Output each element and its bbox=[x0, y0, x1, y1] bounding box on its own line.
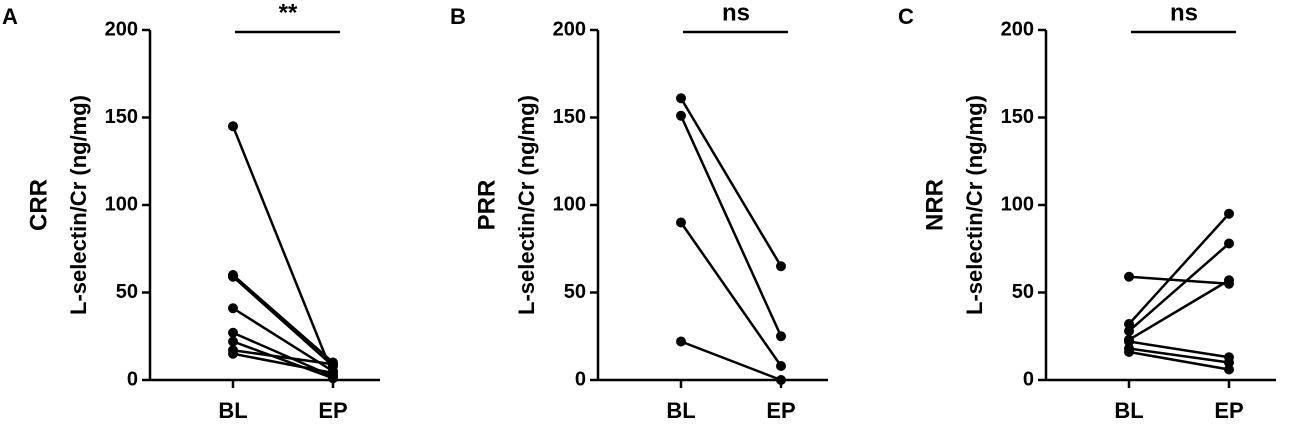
significance-label: ** bbox=[279, 0, 298, 26]
group-label: NRR bbox=[921, 179, 948, 231]
pair-line bbox=[231, 125, 335, 376]
x-tick-label: EP bbox=[1214, 398, 1243, 423]
data-point bbox=[676, 93, 686, 104]
data-point bbox=[1124, 336, 1134, 347]
data-point bbox=[1124, 271, 1134, 282]
x-tick-label: EP bbox=[318, 398, 347, 423]
y-axis-label: L-selectin/Cr (ng/mg) bbox=[66, 95, 91, 315]
data-point bbox=[228, 303, 238, 314]
data-point bbox=[676, 336, 686, 347]
y-tick-label: 150 bbox=[105, 106, 138, 128]
pair-line bbox=[679, 115, 783, 337]
data-point bbox=[1224, 364, 1234, 375]
y-tick-label: 200 bbox=[1001, 18, 1034, 40]
x-tick-label: BL bbox=[1114, 398, 1143, 423]
significance-label: ns bbox=[722, 0, 750, 26]
panel-letter: C bbox=[898, 4, 914, 29]
data-point bbox=[676, 217, 686, 228]
pair-line bbox=[1128, 340, 1230, 359]
pair-line bbox=[232, 349, 334, 366]
y-axis-label: L-selectin/Cr (ng/mg) bbox=[962, 95, 987, 315]
y-tick-label: 200 bbox=[105, 18, 138, 40]
data-point bbox=[228, 121, 238, 132]
y-tick-label: 0 bbox=[1023, 368, 1034, 390]
data-point bbox=[1224, 357, 1234, 368]
pair-line bbox=[1128, 350, 1230, 371]
data-point bbox=[328, 359, 338, 370]
x-tick-label: BL bbox=[218, 398, 247, 423]
y-axis-label: L-selectin/Cr (ng/mg) bbox=[514, 95, 539, 315]
data-point bbox=[776, 331, 786, 342]
y-tick-label: 100 bbox=[105, 193, 138, 215]
pair-line bbox=[1128, 279, 1230, 341]
pair-line bbox=[1128, 212, 1230, 325]
data-point bbox=[776, 361, 786, 371]
data-point bbox=[1224, 208, 1234, 219]
data-point bbox=[1224, 275, 1234, 286]
panel-letter: A bbox=[2, 4, 18, 29]
data-point bbox=[1124, 347, 1134, 357]
y-tick-label: 100 bbox=[553, 193, 586, 215]
data-point bbox=[676, 110, 686, 121]
y-tick-label: 150 bbox=[553, 106, 586, 128]
data-point bbox=[1124, 326, 1134, 336]
pair-line bbox=[1128, 242, 1230, 332]
pair-line bbox=[1128, 275, 1230, 285]
data-point bbox=[776, 261, 786, 272]
data-point bbox=[228, 348, 238, 359]
y-tick-label: 200 bbox=[553, 18, 586, 40]
significance-label: ns bbox=[1170, 0, 1198, 26]
pair-line bbox=[1128, 347, 1230, 364]
pair-line bbox=[232, 340, 334, 380]
data-point bbox=[1124, 319, 1134, 329]
pair-line bbox=[232, 352, 334, 375]
x-tick-label: BL bbox=[666, 398, 695, 423]
panel-letter: B bbox=[450, 4, 466, 29]
data-point bbox=[776, 375, 786, 385]
pair-line bbox=[232, 275, 334, 367]
pair-line bbox=[679, 97, 783, 267]
y-tick-label: 100 bbox=[1001, 193, 1034, 215]
group-label: CRR bbox=[25, 179, 52, 231]
y-tick-label: 50 bbox=[1012, 281, 1034, 303]
pair-line bbox=[232, 274, 334, 364]
pair-line bbox=[680, 340, 782, 382]
y-tick-label: 0 bbox=[575, 368, 586, 390]
y-tick-label: 50 bbox=[116, 281, 138, 303]
data-point bbox=[228, 327, 238, 338]
y-tick-label: 0 bbox=[127, 368, 138, 390]
group-label: PRR bbox=[473, 180, 500, 231]
data-point bbox=[1224, 238, 1234, 249]
data-point bbox=[228, 271, 238, 282]
x-tick-label: EP bbox=[766, 398, 795, 423]
data-point bbox=[228, 336, 238, 347]
y-tick-label: 50 bbox=[564, 281, 586, 303]
y-tick-label: 150 bbox=[1001, 106, 1034, 128]
pair-line bbox=[679, 221, 783, 367]
data-point bbox=[328, 368, 338, 378]
